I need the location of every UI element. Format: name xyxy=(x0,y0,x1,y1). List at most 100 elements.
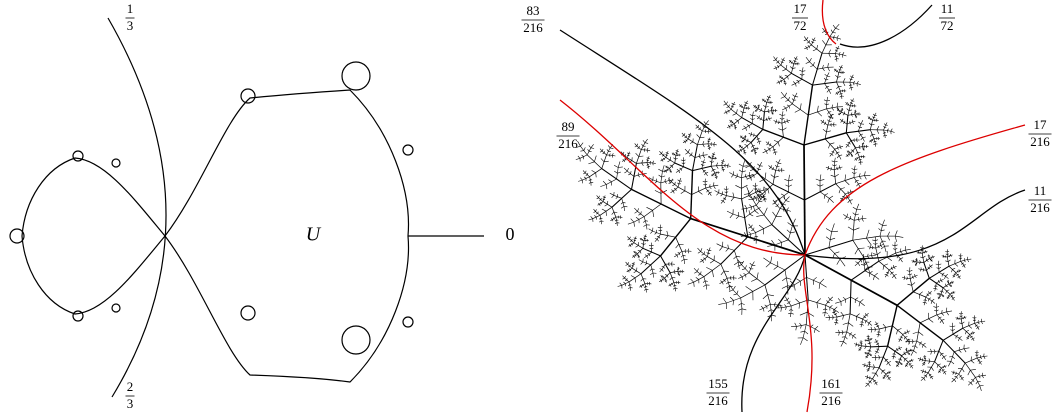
dendrite-branch xyxy=(865,376,868,378)
dendrite-branch xyxy=(771,240,776,246)
dendrite-branch xyxy=(635,245,639,248)
dendrite-branch xyxy=(861,215,863,219)
dendrite-branch xyxy=(737,120,739,124)
dendrite-branch xyxy=(968,325,972,329)
dendrite-branch xyxy=(731,102,734,105)
ray-red xyxy=(559,99,806,256)
dendrite-branch xyxy=(848,151,851,154)
dendrite-branch xyxy=(659,153,662,155)
dendrite-branch xyxy=(940,353,942,357)
dendrite-branch xyxy=(842,322,849,325)
dendrite-branch xyxy=(786,104,790,107)
dendrite-branch xyxy=(783,209,785,212)
dendrite-branch xyxy=(963,347,970,349)
dendrite-branch xyxy=(882,219,885,226)
dendrite-branch xyxy=(851,74,854,78)
dendrite-branch xyxy=(733,256,737,260)
dendrite-branch xyxy=(909,271,911,279)
dendrite-branch xyxy=(729,276,732,279)
dendrite-branch xyxy=(883,123,886,126)
dendrite-branch xyxy=(828,89,831,94)
dendrite-branch xyxy=(736,109,738,114)
dendrite-branch xyxy=(750,142,755,149)
dendrite-branch xyxy=(906,278,908,280)
dendrite-branch xyxy=(847,144,850,148)
dendrite-branch xyxy=(853,227,860,231)
dendrite-branch xyxy=(762,150,767,154)
dendrite-branch xyxy=(780,242,782,247)
dendrite-branch xyxy=(721,162,723,164)
dendrite-branch xyxy=(633,173,643,177)
dendrite-branch xyxy=(688,133,690,136)
dendrite-branch xyxy=(609,154,611,157)
dendrite-branch xyxy=(830,124,832,127)
dendrite-branch xyxy=(833,124,835,127)
dendrite-branch xyxy=(784,179,789,182)
dendrite-branch xyxy=(935,263,939,266)
dendrite-branch xyxy=(673,188,676,190)
dendrite-branch xyxy=(911,339,914,342)
dendrite-branch xyxy=(844,216,848,220)
dendrite-branch xyxy=(941,310,943,314)
dendrite-branch xyxy=(753,205,755,211)
dendrite-branch xyxy=(858,349,861,352)
dendrite-branch xyxy=(593,211,596,213)
dendrite-branch xyxy=(951,378,955,380)
dendrite-branch xyxy=(777,141,780,147)
dendrite-branch xyxy=(864,146,866,148)
dendrite-branch xyxy=(709,191,712,194)
dendrite-branch xyxy=(981,375,984,379)
dendrite-branch xyxy=(685,139,687,141)
dendrite-branch xyxy=(823,99,828,102)
dendrite-branch xyxy=(698,156,702,159)
dendrite-branch xyxy=(864,343,867,347)
dendrite-branch xyxy=(860,263,865,266)
dendrite-branch xyxy=(726,210,734,215)
dendrite-branch xyxy=(915,264,917,266)
dendrite-branch xyxy=(782,68,787,72)
dendrite-branch xyxy=(731,122,733,124)
dendrite-branch xyxy=(784,299,788,301)
denominator: 216 xyxy=(523,20,543,35)
dendrite-branch xyxy=(617,171,621,174)
dendrite-branch xyxy=(835,152,838,155)
dendrite-branch xyxy=(829,195,834,199)
dendrite-branch xyxy=(789,66,793,69)
dendrite-branch xyxy=(861,321,864,323)
dendrite-branch xyxy=(868,320,872,324)
dendrite-branch xyxy=(866,238,872,246)
dendrite-branch xyxy=(742,165,748,167)
dendrite-branch xyxy=(873,143,876,146)
dendrite-branch xyxy=(612,155,614,158)
dendrite-branch xyxy=(693,267,698,272)
dendrite-branch xyxy=(844,336,848,340)
dendrite-branch xyxy=(867,267,870,273)
dendrite-branch xyxy=(828,296,831,300)
dendrite-branch xyxy=(755,192,760,198)
dendrite-branch xyxy=(620,151,624,155)
dendrite-branch xyxy=(821,36,831,54)
dendrite-branch xyxy=(677,280,679,283)
dendrite-branch xyxy=(859,301,865,306)
dendrite-branch xyxy=(677,282,679,285)
dendrite-branch xyxy=(939,371,941,373)
dendrite-branch xyxy=(733,125,736,127)
dendrite-branch xyxy=(757,163,760,167)
dendrite-branch xyxy=(874,354,877,358)
dendrite-branch xyxy=(623,281,626,284)
dendrite-branch xyxy=(741,140,743,142)
dendrite-branch xyxy=(858,259,861,261)
dendrite-branch xyxy=(598,195,600,198)
dendrite-branch xyxy=(835,301,841,304)
dendrite-branch xyxy=(939,297,941,299)
dendrite-branch xyxy=(751,261,755,266)
dendrite-branch xyxy=(742,276,744,281)
dendrite-branch xyxy=(671,165,674,169)
dendrite-branch xyxy=(872,245,874,248)
dendrite-branch xyxy=(627,221,634,225)
dendrite-branch xyxy=(709,157,712,159)
dendrite-branch xyxy=(894,244,898,247)
dendrite-branch xyxy=(736,290,739,295)
dendrite-branch xyxy=(945,290,947,294)
